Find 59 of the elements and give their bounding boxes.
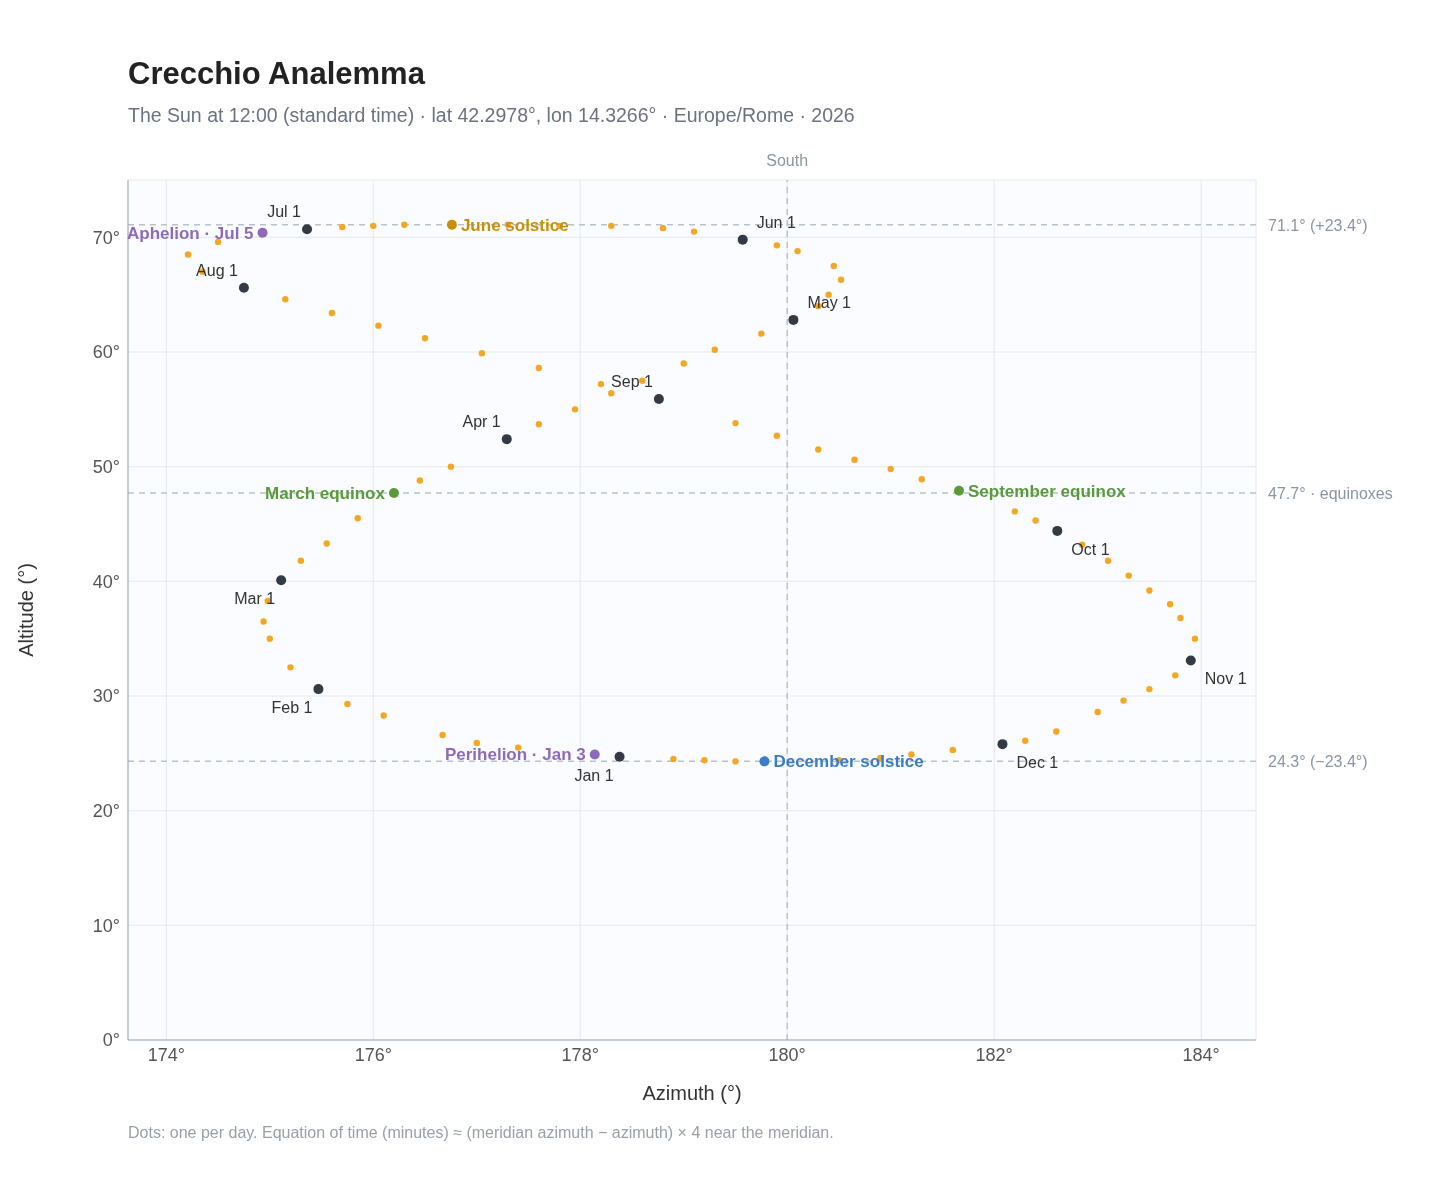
y-tick-label: 70° — [92, 227, 120, 248]
series-label: December solstice — [773, 752, 924, 772]
point — [653, 394, 664, 405]
data-label: Nov 1 — [1204, 670, 1247, 688]
y-tick-label: 30° — [92, 686, 120, 707]
point — [737, 234, 748, 245]
data-label: Oct 1 — [1071, 540, 1110, 558]
x-tick-label: 184° — [1182, 1044, 1220, 1065]
series-label: March equinox — [264, 484, 386, 504]
series-label: September equinox — [967, 481, 1127, 501]
point — [614, 751, 625, 762]
point — [257, 227, 268, 238]
point — [238, 282, 249, 293]
point — [388, 488, 399, 499]
point — [276, 575, 287, 586]
data-label: Mar 1 — [234, 590, 276, 608]
ref-line-label: 71.1° (+23.4°) — [1268, 216, 1368, 234]
y-tick-label: 0° — [102, 1030, 120, 1051]
data-label: Dec 1 — [1016, 754, 1059, 772]
x-tick-label: 174° — [147, 1044, 185, 1065]
ref-line-label: 24.3° (−23.4°) — [1268, 753, 1368, 771]
data-label: May 1 — [807, 293, 852, 311]
point — [589, 749, 600, 760]
y-axis-title: Altitude (°) — [15, 563, 38, 657]
point — [1185, 655, 1196, 666]
data-label: Jan 1 — [574, 766, 614, 784]
point — [1052, 525, 1063, 536]
ref-line-label: South — [766, 152, 809, 169]
x-tick-label: 182° — [975, 1044, 1013, 1065]
data-label: Jun 1 — [756, 213, 796, 231]
point — [446, 219, 457, 230]
point — [313, 684, 324, 695]
y-tick-label: 60° — [92, 342, 120, 363]
data-label: Jul 1 — [267, 203, 302, 221]
point — [501, 434, 512, 445]
chart-subtitle: The Sun at 12:00 (standard time) · lat 42.2978°, lon 14.3266° · Europe/Rome · 2026 — [128, 104, 855, 127]
x-tick-label: 180° — [768, 1044, 806, 1065]
point — [997, 739, 1008, 750]
point — [954, 485, 964, 496]
point — [759, 756, 770, 767]
series-label: Aphelion · Jul 5 — [126, 223, 254, 243]
y-tick-label: 10° — [92, 915, 120, 936]
point — [302, 224, 313, 235]
x-axis-title: Azimuth (°) — [642, 1082, 742, 1104]
data-label: Aug 1 — [196, 261, 239, 279]
point — [788, 314, 799, 325]
y-tick-label: 50° — [92, 457, 120, 478]
y-tick-label: 20° — [92, 801, 120, 822]
x-tick-label: 176° — [354, 1044, 392, 1065]
text: Dots: one per day. Equation of time (minutes) ≈ (meridian azimuth − azimuth) × 4 near the meridian. — [128, 1124, 834, 1142]
x-tick-label: 178° — [561, 1044, 599, 1065]
y-tick-label: 40° — [92, 571, 120, 592]
data-label: Sep 1 — [611, 373, 653, 391]
ref-line-label: 47.7° · equinoxes — [1268, 485, 1393, 503]
series-label: June solstice — [460, 215, 569, 235]
data-label: Apr 1 — [462, 413, 501, 431]
data-label: Feb 1 — [271, 699, 313, 717]
series-label: Perihelion · Jan 3 — [444, 745, 586, 765]
chart-title: Crecchio Analemma — [128, 56, 425, 92]
